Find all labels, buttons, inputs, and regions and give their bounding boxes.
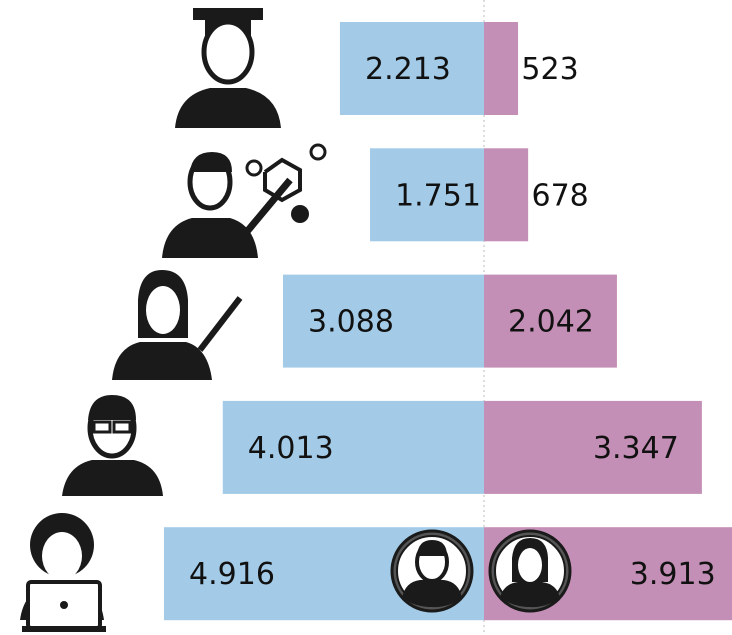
scientist-icon xyxy=(162,143,327,258)
left-bar xyxy=(370,148,484,242)
value-label: 3.913 xyxy=(630,557,716,592)
right-bar xyxy=(484,22,519,115)
icons xyxy=(20,8,572,632)
right-bar xyxy=(484,148,529,242)
student-icon xyxy=(62,395,163,496)
value-label: 4.013 xyxy=(248,431,334,466)
value-label: 1.751 xyxy=(395,178,481,213)
teacher-icon xyxy=(112,270,243,380)
female-circle-icon xyxy=(488,529,572,613)
value-label: 3.347 xyxy=(593,431,679,466)
left-bar xyxy=(339,22,484,115)
male-circle-icon xyxy=(390,529,474,613)
value-label: 2.042 xyxy=(508,305,594,340)
right-bar xyxy=(484,274,617,368)
left-bar xyxy=(222,400,484,494)
value-label: 2.213 xyxy=(365,52,451,87)
value-label: 523 xyxy=(521,52,578,87)
value-label: 678 xyxy=(532,178,589,213)
graduate-icon xyxy=(175,8,281,128)
right-bar xyxy=(484,400,702,494)
value-label: 4.916 xyxy=(189,557,275,592)
pupil-icon xyxy=(20,513,106,632)
left-bar xyxy=(282,274,484,368)
value-label: 3.088 xyxy=(308,305,394,340)
